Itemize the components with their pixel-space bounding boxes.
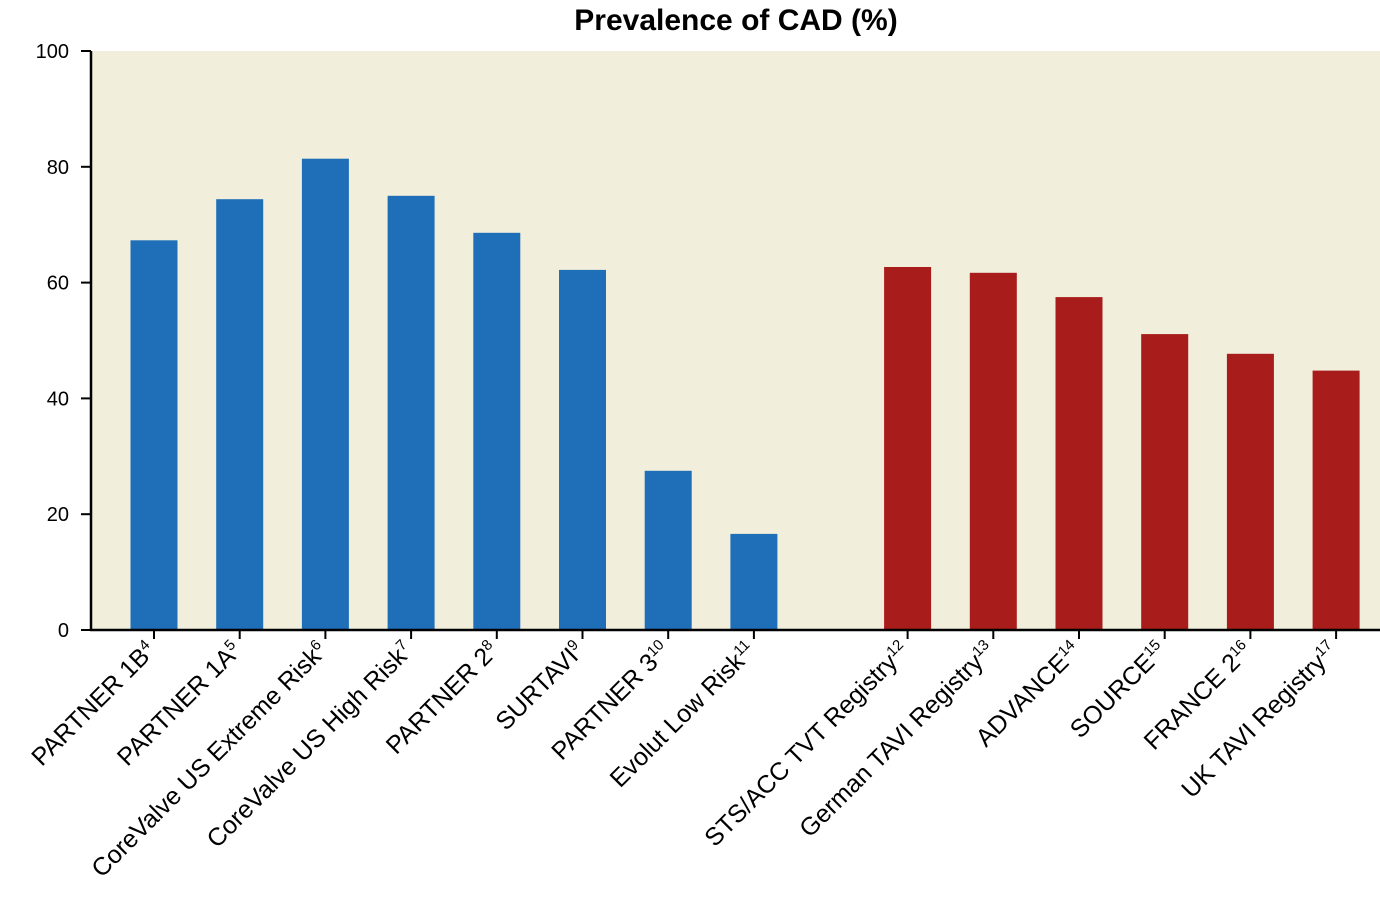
bar-5 xyxy=(473,232,521,631)
bar-3 xyxy=(301,158,349,630)
x-tick-label-text: ADVANCE xyxy=(970,648,1074,752)
y-tick-label: 100 xyxy=(36,41,69,63)
x-tick-label: Evolut Low Risk11 xyxy=(605,636,762,793)
bar-12 xyxy=(1141,334,1189,630)
bar-1 xyxy=(130,240,178,631)
bar-9 xyxy=(884,267,932,630)
bar-14 xyxy=(1312,370,1360,630)
x-tick-label: ADVANCE14 xyxy=(970,636,1086,752)
bars-layer xyxy=(130,158,1360,631)
y-tick-label: 0 xyxy=(58,620,69,642)
bar-4 xyxy=(387,195,435,631)
y-tick-label: 40 xyxy=(47,388,69,410)
bar-11 xyxy=(1055,297,1103,630)
bar-2 xyxy=(216,199,264,630)
bar-10 xyxy=(969,272,1017,630)
chart-title: Prevalence of CAD (%) xyxy=(574,4,897,37)
x-tick-label-text: UK TAVI Registry xyxy=(1176,648,1332,804)
bar-13 xyxy=(1226,353,1274,630)
bar-6 xyxy=(559,269,606,630)
x-tick-label: UK TAVI Registry17 xyxy=(1176,636,1343,803)
y-tick-label: 60 xyxy=(47,273,69,295)
y-tick-label: 20 xyxy=(47,504,69,526)
bar-7 xyxy=(644,470,692,630)
axes-layer: 0 20 40 60 80 100 xyxy=(36,41,1380,642)
bar-8 xyxy=(730,533,778,630)
y-tick-label: 80 xyxy=(47,157,69,179)
